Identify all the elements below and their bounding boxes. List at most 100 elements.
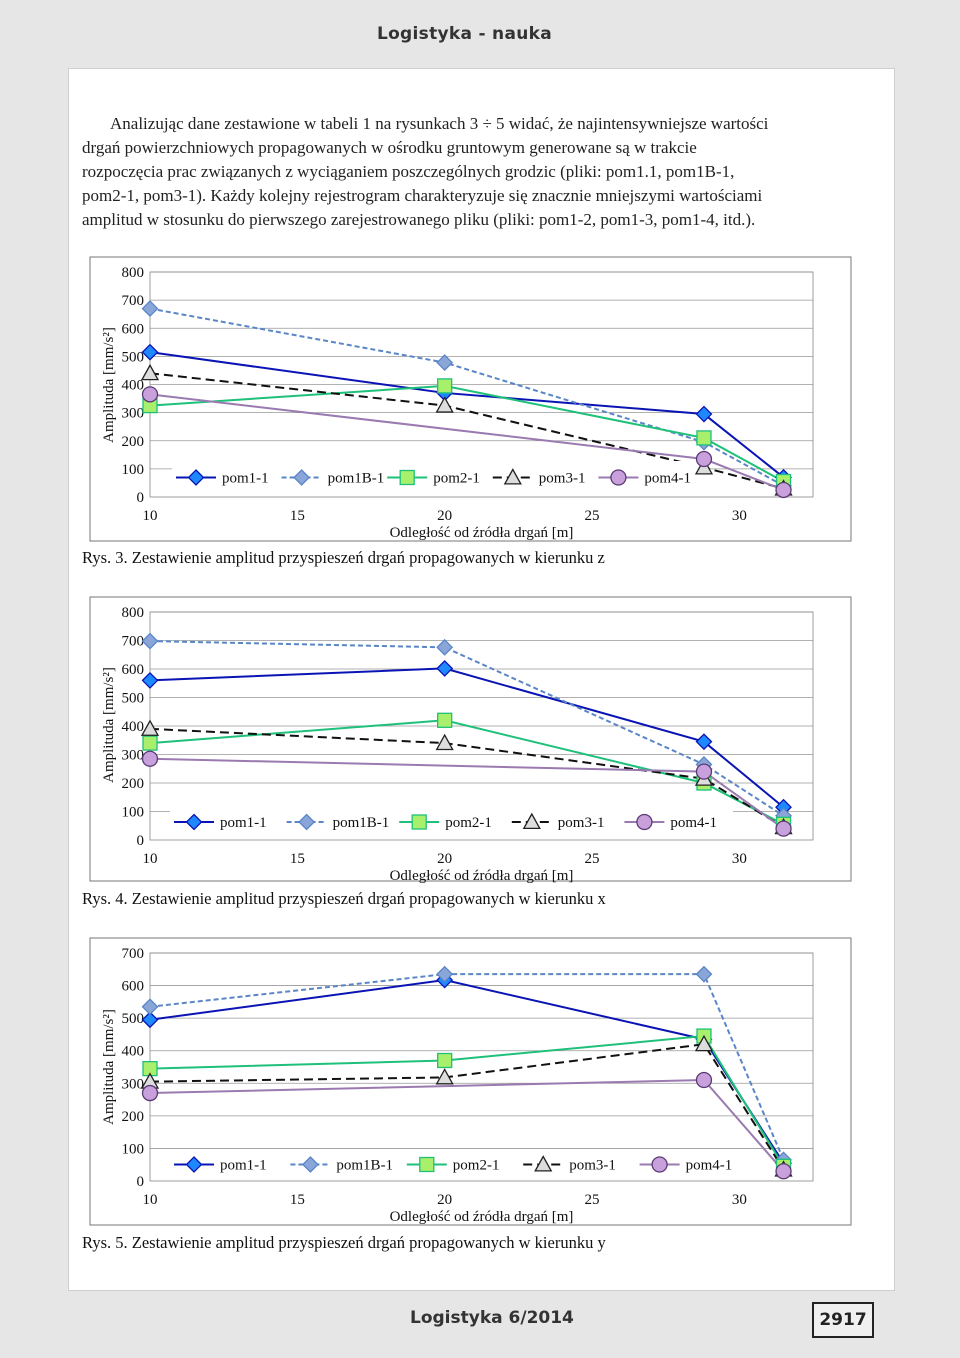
legend-label-pom4-1: pom4-1 xyxy=(644,471,691,487)
x-axis-title: Odległość od źródła drgań [m] xyxy=(390,868,574,884)
series-line-pom1B-1 xyxy=(149,973,785,1161)
data-point-pom1-1 xyxy=(141,343,159,361)
x-tick-label: 25 xyxy=(585,508,600,524)
y-tick-label: 0 xyxy=(137,1174,145,1190)
x-tick-label: 20 xyxy=(437,1192,452,1208)
legend-marker-pom1B-1 xyxy=(301,1156,319,1173)
footer-journal-title: Logistyka 6/2014 xyxy=(410,1308,574,1328)
y-axis-title: Amplituda [mm/s²] xyxy=(101,667,117,783)
legend-marker-pom4-1 xyxy=(610,469,627,486)
legend-label-pom1B-1: pom1B-1 xyxy=(328,471,385,487)
x-tick-label: 15 xyxy=(290,851,305,867)
legend-label-pom4-1: pom4-1 xyxy=(670,815,717,831)
legend-marker-pom4-1 xyxy=(636,813,653,831)
y-tick-label: 700 xyxy=(122,634,145,650)
x-axis-title: Odległość od źródła drgań [m] xyxy=(390,525,574,541)
data-point-pom1B-1 xyxy=(436,965,454,983)
x-tick-label: 10 xyxy=(143,851,158,867)
y-tick-label: 500 xyxy=(122,691,145,707)
y-tick-label: 400 xyxy=(122,1044,145,1060)
legend-marker-pom1-1 xyxy=(185,1156,203,1173)
paragraph-line: pom2-1, pom3-1). Każdy kolejny rejestrog… xyxy=(82,186,763,205)
data-point-pom3-1 xyxy=(140,363,160,381)
legend-marker-pom3-1 xyxy=(522,812,541,830)
x-tick-label: 30 xyxy=(732,1192,747,1208)
legend-label-pom2-1: pom2-1 xyxy=(453,1158,500,1174)
y-axis-title: Amplituda [mm/s²] xyxy=(101,1009,117,1125)
caption-rys-5: Rys. 5. Zestawienie amplitud przyspiesze… xyxy=(82,1233,606,1252)
body-paragraph: Analizując dane zestawione w tabeli 1 na… xyxy=(82,112,882,232)
data-point-pom4-1 xyxy=(695,763,713,780)
data-point-pom4-1 xyxy=(695,450,713,468)
data-point-pom4-1 xyxy=(141,750,159,767)
y-tick-label: 0 xyxy=(137,490,145,506)
legend-marker-pom3-1 xyxy=(503,468,522,485)
y-tick-label: 700 xyxy=(122,946,145,962)
data-point-pom2-1 xyxy=(437,378,453,394)
x-tick-label: 15 xyxy=(290,1192,305,1208)
y-tick-label: 0 xyxy=(137,833,145,849)
x-tick-label: 20 xyxy=(437,508,452,524)
y-tick-label: 400 xyxy=(122,378,145,394)
legend-marker-pom2-1 xyxy=(399,469,415,486)
legend-marker-pom2-1 xyxy=(411,814,427,830)
series-line-pom1B-1 xyxy=(149,307,785,487)
data-point-pom1-1 xyxy=(695,733,713,751)
data-point-pom3-1 xyxy=(694,1034,714,1052)
data-point-pom3-1 xyxy=(435,1068,454,1085)
paragraph-line: drgań powierzchniowych propagowanych w o… xyxy=(82,138,697,157)
page-number-badge: 2917 xyxy=(812,1302,874,1338)
data-point-pom3-1 xyxy=(435,733,454,751)
y-tick-label: 300 xyxy=(122,748,145,764)
y-tick-label: 600 xyxy=(122,979,145,995)
y-tick-label: 500 xyxy=(122,1011,145,1027)
data-point-pom1B-1 xyxy=(436,638,454,656)
x-tick-label: 30 xyxy=(732,851,747,867)
paragraph-line: rozpoczęcia prac związanych z wyciąganie… xyxy=(82,162,735,181)
data-point-pom1B-1 xyxy=(436,354,454,371)
x-tick-label: 25 xyxy=(585,1192,600,1208)
series-line-pom3-1 xyxy=(149,372,784,490)
legend-marker-pom1-1 xyxy=(187,469,205,486)
data-point-pom1-1 xyxy=(436,660,454,677)
x-tick-label: 30 xyxy=(732,508,747,524)
y-tick-label: 200 xyxy=(122,1109,145,1125)
series-line-pom1-1 xyxy=(149,351,785,479)
data-point-pom1-1 xyxy=(695,405,713,423)
y-tick-label: 300 xyxy=(122,1076,145,1092)
data-point-pom4-1 xyxy=(141,1084,159,1102)
data-point-pom1B-1 xyxy=(695,965,713,983)
legend-label-pom3-1: pom3-1 xyxy=(558,815,605,831)
x-tick-label: 15 xyxy=(290,508,305,524)
y-tick-label: 500 xyxy=(122,349,145,365)
y-tick-label: 700 xyxy=(122,293,145,309)
data-point-pom2-1 xyxy=(142,735,158,751)
series-line-pom3-1 xyxy=(149,727,785,829)
data-point-pom1B-1 xyxy=(141,300,159,317)
legend-marker-pom3-1 xyxy=(534,1155,553,1172)
legend-label-pom4-1: pom4-1 xyxy=(686,1158,733,1174)
legend-label-pom1-1: pom1-1 xyxy=(222,471,269,487)
series-line-pom3-1 xyxy=(149,1043,785,1171)
y-tick-label: 200 xyxy=(122,434,145,450)
caption-rys-4: Rys. 4. Zestawienie amplitud przyspiesze… xyxy=(82,889,606,908)
x-axis-title: Odległość od źródła drgań [m] xyxy=(390,1209,574,1225)
legend-label-pom2-1: pom2-1 xyxy=(445,815,492,831)
data-point-pom4-1 xyxy=(775,820,792,837)
chart-frame xyxy=(89,937,852,1226)
y-tick-label: 200 xyxy=(122,776,145,792)
legend-label-pom1B-1: pom1B-1 xyxy=(333,815,390,831)
legend-marker-pom1B-1 xyxy=(293,469,311,486)
legend-marker-pom4-1 xyxy=(651,1156,668,1173)
data-point-pom3-1 xyxy=(435,396,454,413)
data-point-pom1B-1 xyxy=(141,998,159,1016)
y-axis-title: Amplituda [mm/s²] xyxy=(101,327,117,443)
series-line-pom2-1 xyxy=(149,384,785,483)
y-tick-label: 100 xyxy=(122,805,145,821)
legend-label-pom1-1: pom1-1 xyxy=(220,815,267,831)
series-line-pom2-1 xyxy=(149,1035,785,1167)
x-tick-label: 20 xyxy=(437,851,452,867)
